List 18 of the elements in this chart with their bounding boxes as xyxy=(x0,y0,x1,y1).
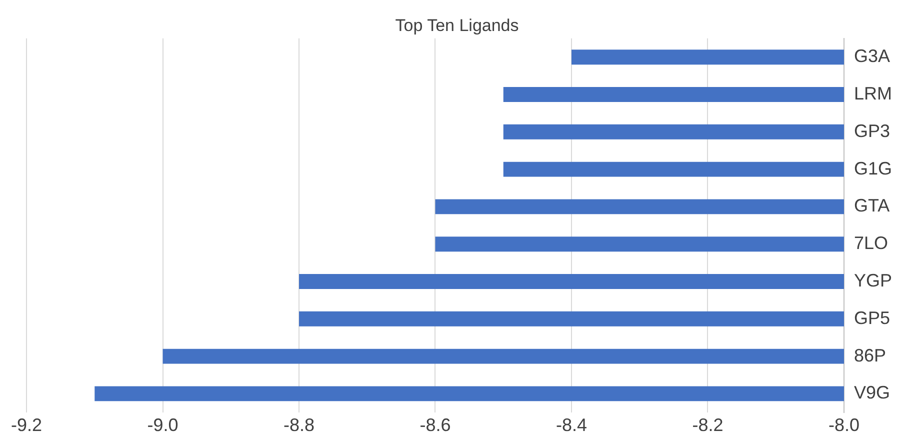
x-tick-label: -8.6 xyxy=(420,415,451,436)
x-tick-label: -9.2 xyxy=(10,415,42,436)
x-tick-label: -8.0 xyxy=(828,415,860,436)
y-tick-label: G3A xyxy=(854,46,890,66)
y-tick-label: GP3 xyxy=(854,120,890,141)
y-tick-label: 86P xyxy=(854,345,886,366)
chart-title: Top Ten Ligands xyxy=(395,16,519,35)
x-tick-label: -8.2 xyxy=(692,415,724,436)
x-tick-label: -9.0 xyxy=(147,415,178,436)
y-tick-label: LRM xyxy=(854,83,892,104)
x-tick-label: -8.8 xyxy=(283,415,315,436)
y-tick-label: GP5 xyxy=(854,308,890,328)
y-tick-label: YGP xyxy=(854,270,892,290)
y-tick-label: GTA xyxy=(854,196,890,216)
y-tick-label: G1G xyxy=(854,158,892,178)
y-tick-label: 7LO xyxy=(854,233,888,254)
x-tick-label: -8.4 xyxy=(556,415,588,436)
y-tick-label: V9G xyxy=(854,382,890,403)
